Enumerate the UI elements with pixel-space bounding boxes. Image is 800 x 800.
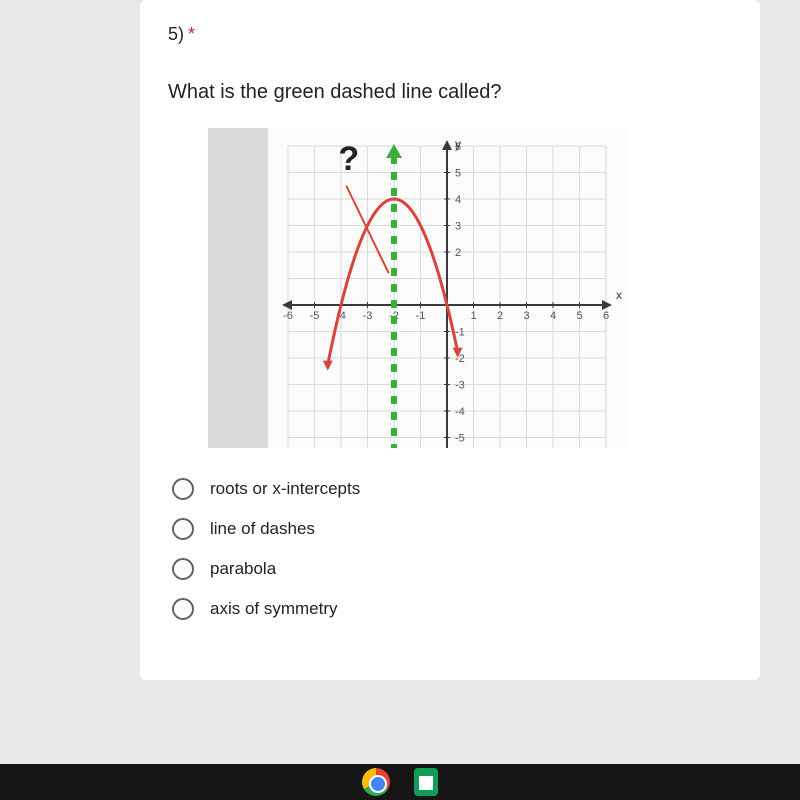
svg-text:-3: -3 bbox=[363, 310, 373, 322]
svg-text:x: x bbox=[616, 288, 622, 302]
chart-sidebar bbox=[208, 128, 268, 448]
chart-container: -6-5-4-3-2-1123456-6-5-4-3-2-123456xy? bbox=[168, 128, 732, 448]
question-prompt: What is the green dashed line called? bbox=[168, 81, 732, 104]
taskbar bbox=[0, 764, 800, 800]
radio-icon bbox=[172, 558, 194, 580]
question-number: 5) bbox=[168, 24, 184, 45]
svg-text:-5: -5 bbox=[455, 433, 465, 445]
radio-icon bbox=[172, 518, 194, 540]
svg-text:6: 6 bbox=[603, 310, 609, 322]
svg-text:-5: -5 bbox=[310, 310, 320, 322]
required-marker: * bbox=[188, 24, 195, 45]
svg-text:4: 4 bbox=[455, 194, 461, 206]
option-parabola[interactable]: parabola bbox=[172, 558, 732, 580]
svg-text:-1: -1 bbox=[416, 310, 426, 322]
options-list: roots or x-intercepts line of dashes par… bbox=[168, 478, 732, 620]
option-axis-of-symmetry[interactable]: axis of symmetry bbox=[172, 598, 732, 620]
option-roots[interactable]: roots or x-intercepts bbox=[172, 478, 732, 500]
parabola-chart: -6-5-4-3-2-1123456-6-5-4-3-2-123456xy? bbox=[268, 128, 628, 448]
svg-text:3: 3 bbox=[455, 221, 461, 233]
radio-icon bbox=[172, 598, 194, 620]
question-header: 5) * bbox=[168, 24, 732, 45]
option-line-of-dashes[interactable]: line of dashes bbox=[172, 518, 732, 540]
option-label: parabola bbox=[210, 559, 276, 579]
svg-text:-1: -1 bbox=[455, 327, 465, 339]
svg-text:-6: -6 bbox=[283, 310, 293, 322]
svg-text:?: ? bbox=[338, 140, 359, 178]
svg-text:-4: -4 bbox=[455, 406, 465, 418]
sheets-icon[interactable] bbox=[414, 768, 438, 796]
svg-text:2: 2 bbox=[455, 247, 461, 259]
question-card: 5) * What is the green dashed line calle… bbox=[140, 0, 760, 680]
svg-text:3: 3 bbox=[523, 310, 529, 322]
option-label: line of dashes bbox=[210, 519, 315, 539]
chrome-icon[interactable] bbox=[362, 768, 390, 796]
radio-icon bbox=[172, 478, 194, 500]
svg-text:4: 4 bbox=[550, 310, 556, 322]
svg-text:-3: -3 bbox=[455, 380, 465, 392]
svg-text:2: 2 bbox=[497, 310, 503, 322]
svg-text:5: 5 bbox=[576, 310, 582, 322]
svg-text:5: 5 bbox=[455, 168, 461, 180]
svg-text:y: y bbox=[455, 137, 461, 151]
svg-text:1: 1 bbox=[470, 310, 476, 322]
option-label: roots or x-intercepts bbox=[210, 479, 360, 499]
chart-svg: -6-5-4-3-2-1123456-6-5-4-3-2-123456xy? bbox=[268, 128, 628, 448]
option-label: axis of symmetry bbox=[210, 599, 338, 619]
